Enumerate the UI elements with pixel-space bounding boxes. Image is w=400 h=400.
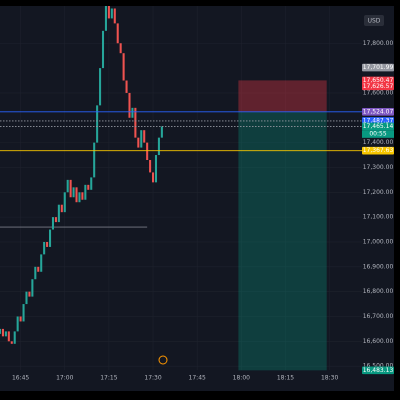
y-tick-label: 17,200.00 bbox=[363, 189, 394, 196]
candle bbox=[25, 291, 28, 305]
candle bbox=[128, 92, 131, 118]
x-tick-label: 18:30 bbox=[321, 375, 338, 382]
candle bbox=[31, 279, 34, 297]
candle bbox=[1, 328, 4, 337]
y-tick-label: 16,500.00 bbox=[363, 363, 394, 370]
candle bbox=[160, 126, 163, 138]
candle bbox=[143, 130, 146, 143]
candle bbox=[10, 341, 13, 344]
candle bbox=[119, 43, 122, 54]
price-label: 17,367.63 bbox=[363, 147, 394, 154]
y-tick-label: 16,700.00 bbox=[363, 313, 394, 320]
candle bbox=[99, 68, 102, 106]
candle bbox=[110, 8, 113, 19]
candle bbox=[131, 107, 134, 118]
candle bbox=[72, 187, 75, 198]
candle bbox=[84, 184, 87, 200]
candle bbox=[81, 192, 84, 200]
y-tick-label: 16,900.00 bbox=[363, 263, 394, 270]
price-label-box bbox=[362, 107, 394, 116]
candle bbox=[7, 331, 10, 342]
candle bbox=[122, 53, 125, 81]
candle bbox=[46, 241, 49, 247]
candle bbox=[28, 291, 31, 297]
candle bbox=[154, 155, 158, 183]
price-label: 16,483.13 bbox=[363, 367, 394, 374]
candle bbox=[4, 331, 7, 337]
candle bbox=[40, 254, 43, 272]
candle bbox=[146, 142, 149, 160]
candle bbox=[19, 316, 22, 322]
price-label: 17,524.07 bbox=[363, 108, 394, 115]
candle bbox=[51, 217, 55, 230]
candle bbox=[96, 105, 99, 143]
price-label: 17,465.14 bbox=[363, 123, 394, 130]
candle bbox=[60, 204, 63, 213]
candle bbox=[152, 172, 155, 183]
candle bbox=[116, 23, 119, 44]
candle bbox=[34, 266, 37, 280]
x-tick-label: 16:45 bbox=[12, 375, 29, 382]
price-label-box bbox=[362, 63, 394, 72]
x-tick-label: 18:15 bbox=[277, 375, 294, 382]
y-tick-label: 17,600.00 bbox=[363, 89, 394, 96]
y-tick-label: 17,800.00 bbox=[363, 40, 394, 47]
candle bbox=[104, 6, 107, 31]
y-tick-label: 17,300.00 bbox=[363, 164, 394, 171]
candle bbox=[75, 187, 78, 203]
candle bbox=[87, 184, 90, 190]
x-tick-label: 17:15 bbox=[100, 375, 117, 382]
y-tick-label: 16,800.00 bbox=[363, 288, 394, 295]
currency-box bbox=[364, 15, 384, 26]
candle bbox=[134, 107, 137, 138]
target-zone bbox=[238, 111, 327, 371]
countdown: 00:55 bbox=[369, 131, 386, 138]
candle bbox=[63, 192, 66, 213]
candle bbox=[54, 217, 57, 223]
candle bbox=[49, 229, 52, 247]
price-label-box bbox=[362, 366, 394, 375]
candle bbox=[93, 142, 96, 178]
price-label-box bbox=[362, 146, 394, 155]
candle bbox=[107, 6, 110, 19]
candle bbox=[149, 160, 152, 173]
candle bbox=[137, 137, 140, 148]
y-tick-label: 17,100.00 bbox=[363, 214, 394, 221]
y-tick-label: 17,000.00 bbox=[363, 238, 394, 245]
candle bbox=[113, 8, 116, 24]
price-label: 17,701.99 bbox=[363, 64, 394, 71]
price-label-box bbox=[362, 76, 394, 85]
price-label: 17,626.57 bbox=[363, 83, 394, 90]
candle bbox=[57, 204, 60, 223]
price-label: 17,487.37 bbox=[363, 117, 394, 124]
candle bbox=[90, 177, 93, 190]
event-icon bbox=[158, 355, 168, 365]
price-label-box bbox=[362, 122, 394, 131]
price-label-box bbox=[362, 82, 394, 91]
currency: USD bbox=[368, 18, 381, 25]
candle bbox=[0, 328, 2, 334]
candle bbox=[37, 266, 40, 272]
candle bbox=[16, 316, 19, 332]
candle bbox=[78, 192, 81, 203]
candle bbox=[69, 179, 72, 198]
candle bbox=[13, 331, 16, 344]
x-tick-label: 17:00 bbox=[56, 375, 73, 382]
stop-zone bbox=[238, 80, 327, 112]
candle bbox=[157, 137, 160, 156]
candle bbox=[22, 304, 25, 322]
countdown-box bbox=[362, 130, 394, 138]
candle bbox=[66, 179, 69, 193]
candle bbox=[140, 130, 143, 148]
candle bbox=[125, 80, 128, 93]
y-tick-label: 17,400.00 bbox=[363, 139, 394, 146]
x-tick-label: 17:45 bbox=[189, 375, 206, 382]
x-tick-label: 17:30 bbox=[144, 375, 161, 382]
candle bbox=[101, 30, 105, 69]
y-tick-label: 16,600.00 bbox=[363, 338, 394, 345]
candle bbox=[43, 241, 46, 255]
price-label: 17,650.47 bbox=[363, 77, 394, 84]
x-tick-label: 18:00 bbox=[233, 375, 250, 382]
